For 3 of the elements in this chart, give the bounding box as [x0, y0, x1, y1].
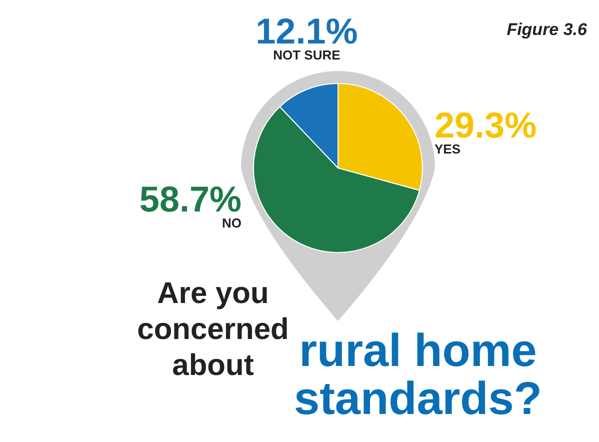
text: Are you concerned about [137, 277, 289, 382]
caption: Figure 3.6 [506, 20, 587, 40]
text: rural home standards? [293, 324, 543, 424]
